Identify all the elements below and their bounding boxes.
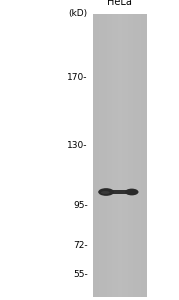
Bar xyxy=(114,14,115,297)
Bar xyxy=(122,14,123,297)
Bar xyxy=(101,14,102,297)
Text: (kD): (kD) xyxy=(69,9,88,18)
Text: 55-: 55- xyxy=(73,270,88,279)
Bar xyxy=(112,14,113,297)
Bar xyxy=(123,14,124,297)
Bar xyxy=(111,14,112,297)
Bar xyxy=(102,14,103,297)
Text: HeLa: HeLa xyxy=(108,0,132,7)
Bar xyxy=(142,14,143,297)
Bar xyxy=(121,14,122,297)
Bar xyxy=(108,14,109,297)
Bar xyxy=(118,14,119,297)
Bar xyxy=(137,14,138,297)
Bar xyxy=(138,14,139,297)
Bar xyxy=(117,14,118,297)
Bar xyxy=(96,14,97,297)
Ellipse shape xyxy=(98,188,114,196)
Bar xyxy=(126,14,127,297)
Bar xyxy=(124,14,125,297)
Bar xyxy=(129,14,130,297)
Bar xyxy=(131,14,132,297)
Bar xyxy=(94,14,95,297)
Ellipse shape xyxy=(125,189,139,195)
Bar xyxy=(134,14,135,297)
Bar xyxy=(95,14,96,297)
Bar xyxy=(140,14,141,297)
Bar xyxy=(120,14,121,297)
Bar xyxy=(103,14,104,297)
Bar xyxy=(144,14,145,297)
Bar xyxy=(146,14,147,297)
Bar xyxy=(133,14,134,297)
Bar xyxy=(135,14,136,297)
Bar xyxy=(113,14,114,297)
Bar xyxy=(110,14,111,297)
Bar xyxy=(107,14,108,297)
Ellipse shape xyxy=(101,191,110,194)
Bar xyxy=(93,14,94,297)
Text: 130-: 130- xyxy=(67,141,88,150)
Bar xyxy=(104,14,105,297)
Text: 72-: 72- xyxy=(73,241,88,250)
Bar xyxy=(136,14,137,297)
Bar xyxy=(141,14,142,297)
Bar xyxy=(93,14,147,297)
Bar xyxy=(100,14,101,297)
Bar xyxy=(106,14,107,297)
Text: 95-: 95- xyxy=(73,201,88,210)
Bar xyxy=(99,14,100,297)
Bar xyxy=(115,14,116,297)
Bar xyxy=(119,14,120,297)
Bar xyxy=(125,14,126,297)
Bar xyxy=(97,14,98,297)
Bar xyxy=(128,14,129,297)
Bar xyxy=(127,14,128,297)
Bar xyxy=(143,14,144,297)
Bar xyxy=(105,14,106,297)
Bar xyxy=(116,14,117,297)
Bar xyxy=(145,14,146,297)
Bar xyxy=(130,14,131,297)
Bar xyxy=(101,190,136,194)
Bar xyxy=(132,14,133,297)
Text: 170-: 170- xyxy=(67,73,88,82)
Bar xyxy=(98,14,99,297)
Bar xyxy=(109,14,110,297)
Bar xyxy=(139,14,140,297)
